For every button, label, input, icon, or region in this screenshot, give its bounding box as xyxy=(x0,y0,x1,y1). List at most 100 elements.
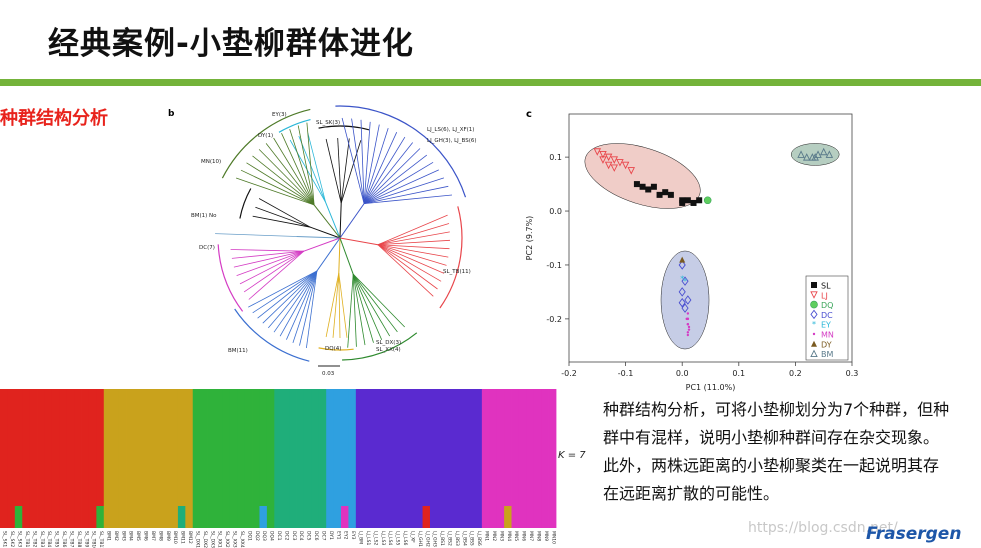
caption-line: 在远距离扩散的可能性。 xyxy=(603,484,780,503)
data-point xyxy=(812,332,816,336)
tree-leaf-branch xyxy=(377,244,442,282)
sample-label: MN9 xyxy=(543,531,549,541)
sample-label: SL_DX1 xyxy=(195,531,201,548)
tree-branch xyxy=(313,204,341,239)
tree-leaf-branch xyxy=(351,118,365,204)
structure-bar xyxy=(378,389,386,528)
admixture-segment xyxy=(422,506,431,528)
data-point: * xyxy=(812,320,816,329)
data-point xyxy=(811,153,819,161)
data-point xyxy=(667,191,674,198)
data-point xyxy=(662,189,669,196)
x-tick-label: -0.1 xyxy=(618,369,634,378)
data-point xyxy=(686,317,690,321)
structure-bar xyxy=(341,389,349,528)
sample-label: LJ_BS2 xyxy=(447,531,453,546)
data-point xyxy=(686,312,690,315)
tree-leaf-branch xyxy=(363,132,398,204)
tree-branch xyxy=(339,237,354,275)
admixture-segment xyxy=(96,506,105,528)
tree-leaf-branch xyxy=(340,138,350,204)
data-point xyxy=(610,164,619,172)
structure-bar xyxy=(370,389,379,528)
tree-leaf-branch xyxy=(340,140,362,204)
sample-label: SL_XX4 xyxy=(239,531,245,548)
tree-branch xyxy=(339,203,365,239)
tree-leaf-branch xyxy=(233,250,304,268)
structure-bar xyxy=(274,389,283,528)
data-point xyxy=(610,156,619,164)
tree-leaf-branch xyxy=(363,148,421,204)
sample-label: MN3 xyxy=(498,531,504,541)
structure-bar xyxy=(311,389,320,528)
tree-leaf-branch xyxy=(248,250,305,300)
k-value-label: K = 7 xyxy=(558,450,586,461)
sample-label: LJ_LS3 xyxy=(380,531,386,545)
sample-label: BM9 xyxy=(165,531,171,541)
structure-bar xyxy=(126,389,134,528)
sample-label: BM1 xyxy=(106,531,112,541)
structure-bar xyxy=(207,389,216,528)
clade-arc xyxy=(318,347,354,351)
y-tick-label: 0.0 xyxy=(549,207,562,216)
structure-bar xyxy=(229,389,238,528)
tree-leaf-branch xyxy=(363,136,406,204)
tree-leaf-branch xyxy=(265,143,315,206)
data-point xyxy=(678,260,686,270)
structure-bar xyxy=(400,389,409,528)
sample-label: DQ4 xyxy=(269,531,275,541)
clade-arc xyxy=(342,332,418,361)
tree-branch xyxy=(310,226,341,239)
structure-bar xyxy=(489,389,498,528)
tree-leaf-branch xyxy=(338,272,348,338)
y-tick-label: -0.2 xyxy=(546,315,562,324)
clade-label: LJ_GH(3), LJ_BS(6) xyxy=(427,138,477,144)
data-point xyxy=(650,183,657,190)
legend-label: DQ xyxy=(821,301,833,310)
structure-bar xyxy=(437,389,446,528)
clade-label: MN(10) xyxy=(201,159,221,165)
data-point xyxy=(811,282,817,288)
sample-label: LJ_BS6 xyxy=(476,531,482,546)
tree-leaf-branch xyxy=(352,273,391,337)
clade-label: EY(3) xyxy=(272,112,287,118)
structure-bar xyxy=(333,389,342,528)
structure-bar xyxy=(163,389,171,528)
x-tick-label: 0.2 xyxy=(789,369,802,378)
cluster-ellipse xyxy=(584,143,701,209)
y-axis-label: PC2 (9.7%) xyxy=(525,216,534,261)
clade-label: DQ(4) xyxy=(325,346,341,352)
sample-label: BM2 xyxy=(113,531,119,541)
sample-label: DC3 xyxy=(291,531,297,541)
sample-label: BM5 xyxy=(135,531,141,541)
legend-label: SL xyxy=(821,282,831,291)
tree-leaf-branch xyxy=(252,270,318,314)
tree-branch xyxy=(338,237,341,274)
admixture-segment xyxy=(259,506,268,528)
pca-scatter-plot: c -0.2 -0.1 0.0 0.1 0.2 0.3 0.1 0.0 -0.1 -0.2 PC1 (… xyxy=(525,109,858,392)
tree-leaf-branch xyxy=(352,273,405,328)
structure-bar xyxy=(326,389,334,528)
data-point xyxy=(686,331,690,334)
clade-label: BM(1) No xyxy=(191,213,217,219)
structure-bar xyxy=(266,389,275,528)
caption-line: 此外，两株远距离的小垫柳聚类在一起说明其存 xyxy=(603,456,940,475)
clade-arc xyxy=(439,206,463,309)
tree-leaf-branch xyxy=(363,142,414,204)
structure-bar xyxy=(192,389,201,528)
tree-leaf-branch xyxy=(377,244,434,297)
structure-bar xyxy=(303,389,312,528)
scale-label: 0.03 xyxy=(322,371,335,377)
data-point xyxy=(684,197,691,204)
structure-bar xyxy=(526,389,535,528)
sample-label: LJ_LS1 xyxy=(365,531,371,545)
tree-leaf-branch xyxy=(325,272,340,338)
data-point xyxy=(686,333,690,337)
structure-bar xyxy=(348,389,357,528)
sample-label: BM4 xyxy=(128,531,134,541)
tree-leaf-branch xyxy=(352,274,366,346)
data-point xyxy=(678,297,686,308)
tree-leaf-branch xyxy=(298,135,326,203)
data-point xyxy=(684,295,692,305)
legend-label: LJ xyxy=(821,291,828,300)
